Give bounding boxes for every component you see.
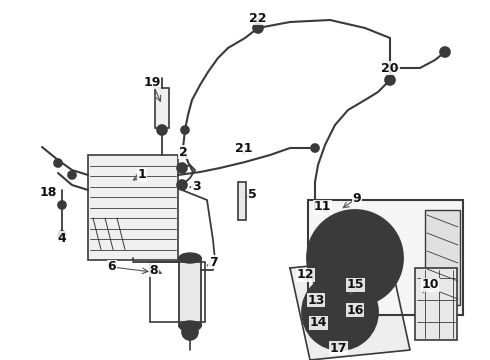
Bar [179,258,201,326]
Circle shape [177,163,187,173]
Text: 12: 12 [296,269,314,282]
Text: 15: 15 [346,279,364,292]
Ellipse shape [179,321,201,331]
Text: 17: 17 [329,342,347,355]
Text: 4: 4 [58,231,66,244]
Text: 2: 2 [179,145,187,158]
Circle shape [253,23,263,33]
Circle shape [54,159,62,167]
Text: 10: 10 [421,279,439,292]
Bar [415,268,457,340]
Bar [155,88,169,128]
Circle shape [68,171,76,179]
Circle shape [385,75,395,85]
Text: 21: 21 [235,141,253,154]
Text: 1: 1 [138,168,147,181]
Text: 3: 3 [192,180,200,193]
Circle shape [311,144,319,152]
Circle shape [302,274,378,350]
Circle shape [181,126,189,134]
Text: 6: 6 [108,261,116,274]
Text: 11: 11 [313,201,331,213]
Circle shape [58,201,66,209]
Text: 5: 5 [247,189,256,202]
Circle shape [177,180,187,190]
Bar [308,200,463,315]
Text: 14: 14 [309,316,327,329]
Circle shape [341,244,369,272]
Bar [425,210,460,305]
Circle shape [182,324,198,340]
Bar [88,155,178,260]
Text: 18: 18 [39,185,57,198]
Circle shape [58,231,66,239]
Text: 19: 19 [143,76,161,89]
Ellipse shape [179,253,201,263]
Bar [238,182,246,220]
Text: 13: 13 [307,293,325,306]
Polygon shape [290,258,410,360]
Text: 8: 8 [149,264,158,276]
Text: 7: 7 [209,256,218,269]
Circle shape [440,47,450,57]
Text: 20: 20 [381,62,399,75]
Circle shape [316,288,364,336]
Text: 22: 22 [249,12,267,24]
Text: 9: 9 [353,192,361,204]
Text: 16: 16 [346,303,364,316]
Circle shape [325,228,385,288]
Bar [150,262,205,322]
Circle shape [307,210,403,306]
Circle shape [157,125,167,135]
Circle shape [330,302,350,322]
